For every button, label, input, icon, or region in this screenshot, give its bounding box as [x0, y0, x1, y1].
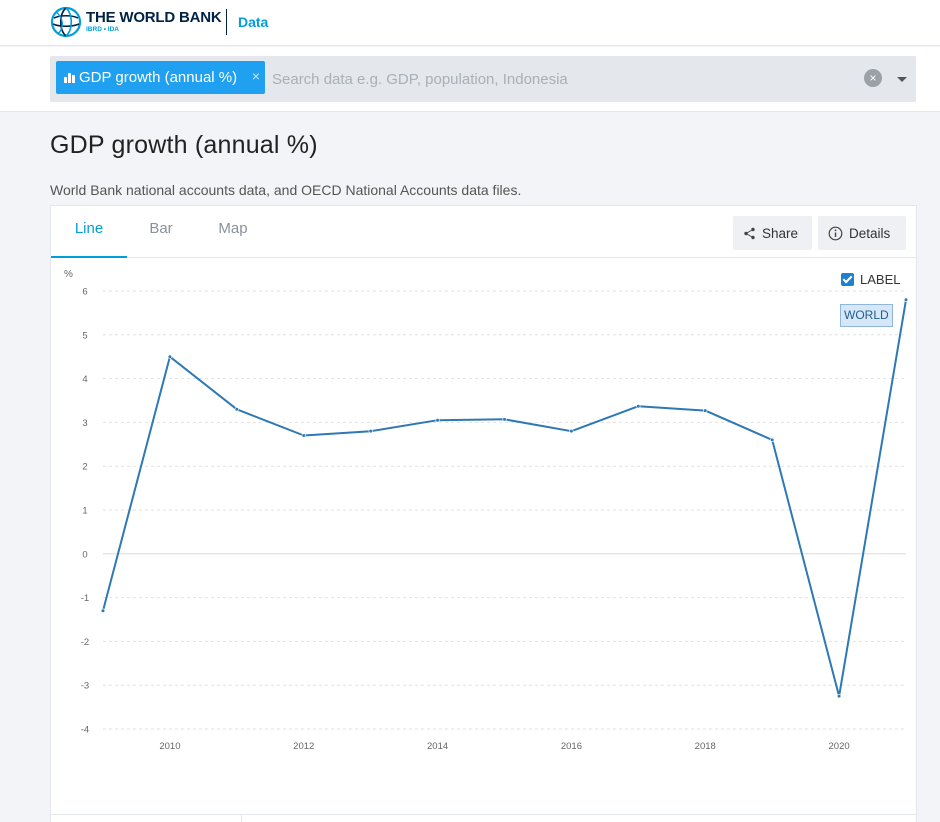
- search-strip: GDP growth (annual %) × ×: [0, 47, 940, 112]
- search-box: GDP growth (annual %) × ×: [50, 56, 916, 102]
- series-line-world: [102, 299, 907, 698]
- label-toggle-text: LABEL: [860, 272, 901, 287]
- site-header: THE WORLD BANK IBRD • IDA Data: [0, 0, 940, 46]
- page-title: GDP growth (annual %): [50, 131, 318, 159]
- data-point: [435, 418, 440, 423]
- x-tick-label: 2018: [695, 741, 716, 752]
- y-tick-label: -2: [81, 637, 89, 648]
- data-point: [502, 417, 507, 422]
- y-tick-label: 3: [82, 418, 87, 429]
- y-tick-label: 0: [82, 549, 87, 560]
- world-bank-logo[interactable]: THE WORLD BANK IBRD • IDA: [50, 6, 222, 38]
- line-chart: % 6 5 4 3 2 1 0 -1 -2 -3 -4 2010 2012 2014 2016 2018 2020: [64, 269, 909, 752]
- y-tick-label: 5: [82, 330, 87, 341]
- details-button[interactable]: Details: [818, 216, 906, 250]
- data-point: [100, 608, 106, 613]
- x-tick-label: 2020: [829, 741, 850, 752]
- card-bottom-vdivider: [241, 814, 242, 822]
- data-home-link[interactable]: Data: [238, 14, 269, 30]
- brand-subtitle: IBRD • IDA: [86, 26, 119, 34]
- y-tick-label: -4: [81, 725, 89, 736]
- share-icon: [744, 227, 755, 239]
- bar-chart-icon: [64, 72, 75, 83]
- y-tick-label: -3: [81, 681, 89, 692]
- label-checkbox[interactable]: [841, 273, 854, 286]
- data-point: [569, 429, 574, 434]
- series-label-world: WORLD: [840, 304, 893, 327]
- chart-card: Line Bar Map Share Details % 6 5 4 3 2 1 0 -1 -2 -…: [50, 205, 917, 822]
- globe-icon: [50, 6, 82, 38]
- data-point: [770, 437, 775, 443]
- x-tick-label: 2016: [561, 741, 582, 752]
- chip-remove-icon[interactable]: ×: [251, 68, 260, 84]
- data-point: [703, 408, 708, 413]
- chip-label: GDP growth (annual %): [79, 69, 238, 86]
- tab-map[interactable]: Map: [218, 220, 248, 237]
- header-divider: [226, 9, 227, 35]
- selected-indicator-chip[interactable]: GDP growth (annual %) ×: [56, 61, 265, 94]
- data-point: [301, 433, 306, 438]
- info-icon: [828, 226, 843, 240]
- chevron-down-icon[interactable]: [893, 69, 911, 87]
- label-toggle[interactable]: LABEL: [841, 272, 900, 287]
- x-tick-label: 2010: [159, 741, 180, 752]
- search-input[interactable]: [272, 64, 832, 94]
- x-tick-label: 2014: [427, 741, 448, 752]
- tab-bar[interactable]: Bar: [149, 220, 173, 237]
- y-axis-unit-label: %: [64, 269, 73, 280]
- y-tick-label: 1: [82, 506, 87, 517]
- brand-name: THE WORLD BANK: [86, 9, 222, 27]
- data-point: [368, 429, 373, 434]
- view-tabs: Line Bar Map Share Details: [51, 206, 916, 258]
- x-tick-label: 2012: [293, 741, 314, 752]
- data-point: [234, 407, 239, 412]
- details-label: Details: [849, 225, 891, 241]
- y-tick-label: 6: [82, 287, 87, 298]
- source-note: World Bank national accounts data, and O…: [50, 182, 522, 198]
- share-label: Share: [762, 225, 799, 241]
- data-point: [903, 297, 909, 302]
- tab-line[interactable]: Line: [51, 206, 127, 258]
- card-bottom-divider: [51, 814, 916, 815]
- clear-search-icon[interactable]: ×: [864, 69, 882, 87]
- y-tick-label: 2: [82, 462, 87, 473]
- y-tick-label: 4: [82, 374, 87, 385]
- y-tick-label: -1: [81, 593, 89, 604]
- share-button[interactable]: Share: [733, 216, 812, 250]
- data-point: [836, 694, 842, 699]
- data-point: [167, 354, 173, 359]
- data-point: [636, 404, 641, 409]
